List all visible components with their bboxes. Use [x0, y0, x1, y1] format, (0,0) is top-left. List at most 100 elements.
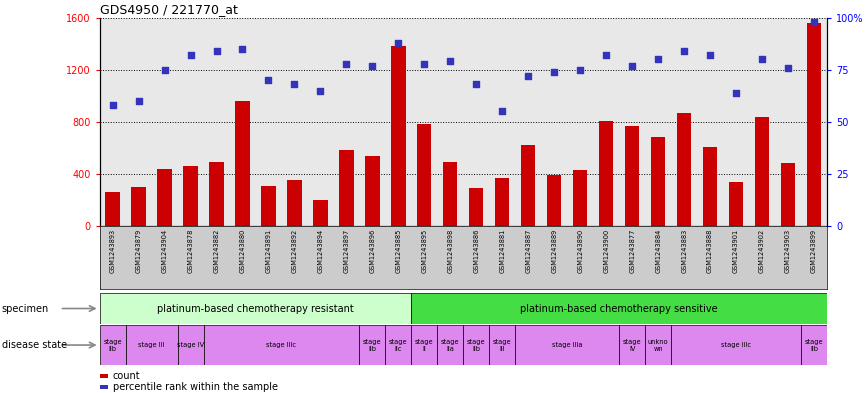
Text: GSM1243894: GSM1243894 [318, 228, 323, 273]
Text: stage
II: stage II [415, 338, 434, 352]
Point [106, 102, 120, 108]
Point [781, 64, 795, 71]
Bar [411, 293, 827, 324]
Point [755, 56, 769, 62]
Text: GSM1243888: GSM1243888 [708, 228, 713, 273]
Bar [677, 113, 691, 226]
Text: GSM1243887: GSM1243887 [526, 228, 531, 273]
Bar [515, 325, 619, 365]
Bar [365, 156, 379, 226]
Text: GSM1243896: GSM1243896 [370, 228, 375, 273]
Point [677, 48, 691, 54]
Bar [671, 325, 801, 365]
Point [158, 66, 171, 73]
Point [365, 62, 379, 69]
Bar [437, 325, 463, 365]
Bar [184, 166, 197, 226]
Text: GSM1243898: GSM1243898 [448, 228, 453, 273]
Bar [547, 175, 561, 226]
Point [807, 19, 821, 25]
Text: stage
IV: stage IV [623, 338, 642, 352]
Point [625, 62, 639, 69]
Text: stage IIIc: stage IIIc [267, 342, 296, 348]
Bar [339, 151, 353, 226]
Bar [236, 101, 249, 226]
Text: GSM1243884: GSM1243884 [656, 228, 661, 273]
Bar [469, 188, 483, 226]
Text: GSM1243897: GSM1243897 [344, 228, 349, 273]
Text: stage
IIb: stage IIb [363, 338, 382, 352]
Bar [391, 46, 405, 226]
Bar [703, 147, 717, 226]
Bar [100, 293, 411, 324]
Text: GSM1243901: GSM1243901 [734, 228, 739, 273]
Text: GSM1243877: GSM1243877 [630, 228, 635, 273]
Bar [106, 192, 120, 226]
Text: stage IIIa: stage IIIa [552, 342, 583, 348]
Point [547, 69, 561, 75]
Point [599, 52, 613, 58]
Text: GSM1243883: GSM1243883 [682, 228, 687, 273]
Bar [625, 126, 639, 226]
Text: stage IV: stage IV [177, 342, 204, 348]
Bar [729, 182, 743, 226]
Point [495, 108, 509, 114]
Point [443, 58, 457, 64]
Bar [645, 325, 671, 365]
Text: GDS4950 / 221770_at: GDS4950 / 221770_at [100, 4, 237, 17]
Text: stage IIIc: stage IIIc [721, 342, 751, 348]
Text: GSM1243902: GSM1243902 [759, 228, 765, 273]
Text: count: count [113, 371, 140, 381]
Point [469, 81, 483, 88]
Bar [521, 145, 535, 226]
Bar [210, 162, 223, 226]
Bar [359, 325, 385, 365]
Bar [573, 170, 587, 226]
Point [313, 87, 327, 94]
Bar [262, 185, 275, 226]
Text: percentile rank within the sample: percentile rank within the sample [113, 382, 278, 392]
Point [288, 81, 301, 88]
Bar [463, 325, 489, 365]
Text: stage
IIa: stage IIa [441, 338, 460, 352]
Text: platinum-based chemotherapy sensitive: platinum-based chemotherapy sensitive [520, 303, 718, 314]
Bar [489, 325, 515, 365]
Text: stage
IIb: stage IIb [103, 338, 122, 352]
Point [339, 61, 353, 67]
Text: GSM1243890: GSM1243890 [578, 228, 583, 273]
Bar [313, 200, 327, 226]
Text: GSM1243899: GSM1243899 [811, 228, 817, 273]
Bar [443, 162, 457, 226]
Text: stage
IIc: stage IIc [389, 338, 408, 352]
Point [573, 66, 587, 73]
Bar [178, 325, 204, 365]
Bar [158, 169, 171, 226]
Bar [132, 187, 145, 226]
Bar [755, 117, 769, 226]
Bar [417, 125, 431, 226]
Text: GSM1243879: GSM1243879 [136, 228, 141, 273]
Point [262, 77, 275, 83]
Text: GSM1243904: GSM1243904 [162, 228, 167, 273]
Text: GSM1243903: GSM1243903 [785, 228, 791, 273]
Text: GSM1243900: GSM1243900 [604, 228, 609, 273]
Point [703, 52, 717, 58]
Bar [288, 180, 301, 226]
Point [391, 40, 405, 46]
Point [729, 90, 743, 96]
Text: stage
III: stage III [493, 338, 512, 352]
Point [236, 46, 249, 52]
Point [210, 48, 223, 54]
Text: GSM1243878: GSM1243878 [188, 228, 193, 273]
Point [521, 73, 535, 79]
Point [651, 56, 665, 62]
Text: GSM1243880: GSM1243880 [240, 228, 245, 273]
Text: stage III: stage III [139, 342, 165, 348]
Text: GSM1243892: GSM1243892 [292, 228, 297, 273]
Text: GSM1243882: GSM1243882 [214, 228, 219, 273]
Text: GSM1243886: GSM1243886 [474, 228, 479, 273]
Bar [807, 23, 821, 226]
Bar [385, 325, 411, 365]
Point [132, 98, 145, 104]
Bar [100, 325, 126, 365]
